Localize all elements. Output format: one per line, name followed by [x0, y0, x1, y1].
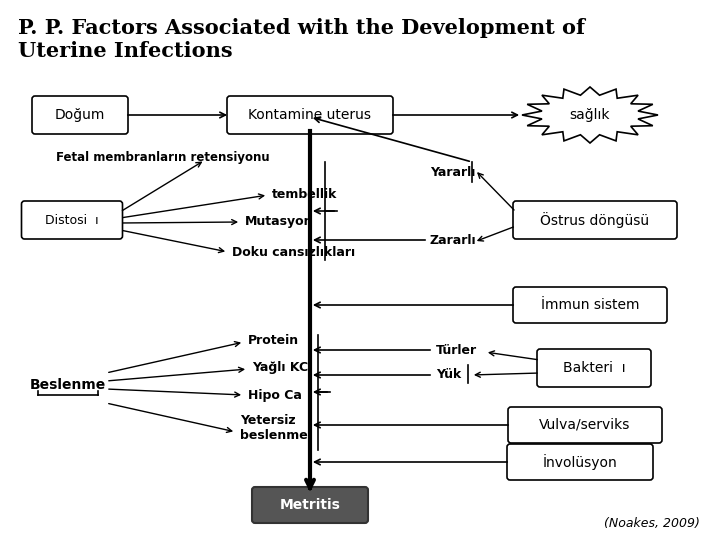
Text: Metritis: Metritis [279, 498, 341, 512]
FancyBboxPatch shape [252, 487, 368, 523]
Text: Distosi  ı: Distosi ı [45, 213, 99, 226]
FancyBboxPatch shape [513, 287, 667, 323]
Text: Doku cansızlıkları: Doku cansızlıkları [232, 246, 355, 259]
Text: Östrus döngüsü: Östrus döngüsü [541, 212, 649, 228]
Text: Yağlı KC.: Yağlı KC. [252, 361, 313, 375]
FancyBboxPatch shape [537, 349, 651, 387]
Text: (Noakes, 2009): (Noakes, 2009) [604, 517, 700, 530]
Text: İnvolüsyon: İnvolüsyon [543, 454, 617, 470]
FancyBboxPatch shape [507, 444, 653, 480]
FancyBboxPatch shape [513, 201, 677, 239]
Text: tembellik: tembellik [272, 188, 338, 201]
Polygon shape [522, 87, 658, 143]
Text: P. P. Factors Associated with the Development of
Uterine Infections: P. P. Factors Associated with the Develo… [18, 18, 585, 61]
FancyBboxPatch shape [22, 201, 122, 239]
Text: sağlık: sağlık [570, 108, 611, 122]
Text: Fetal membranların retensiyonu: Fetal membranların retensiyonu [56, 151, 270, 164]
Text: Yük: Yük [436, 368, 462, 381]
Text: Bakteri  ı: Bakteri ı [563, 361, 625, 375]
Text: Yararlı: Yararlı [430, 165, 475, 179]
Text: Kontamine uterus: Kontamine uterus [248, 108, 372, 122]
Text: Zararlı: Zararlı [430, 233, 477, 246]
FancyBboxPatch shape [508, 407, 662, 443]
Text: Hipo Ca: Hipo Ca [248, 388, 302, 402]
FancyBboxPatch shape [227, 96, 393, 134]
Text: İmmun sistem: İmmun sistem [541, 298, 639, 312]
Text: Protein: Protein [248, 334, 299, 347]
Text: Vulva/serviks: Vulva/serviks [539, 418, 631, 432]
Text: Türler: Türler [436, 343, 477, 356]
Text: Yetersiz
beslenme: Yetersiz beslenme [240, 414, 307, 442]
FancyBboxPatch shape [32, 96, 128, 134]
Text: Doğum: Doğum [55, 108, 105, 122]
Text: Mutasyon: Mutasyon [245, 215, 313, 228]
Text: Beslenme: Beslenme [30, 378, 106, 392]
